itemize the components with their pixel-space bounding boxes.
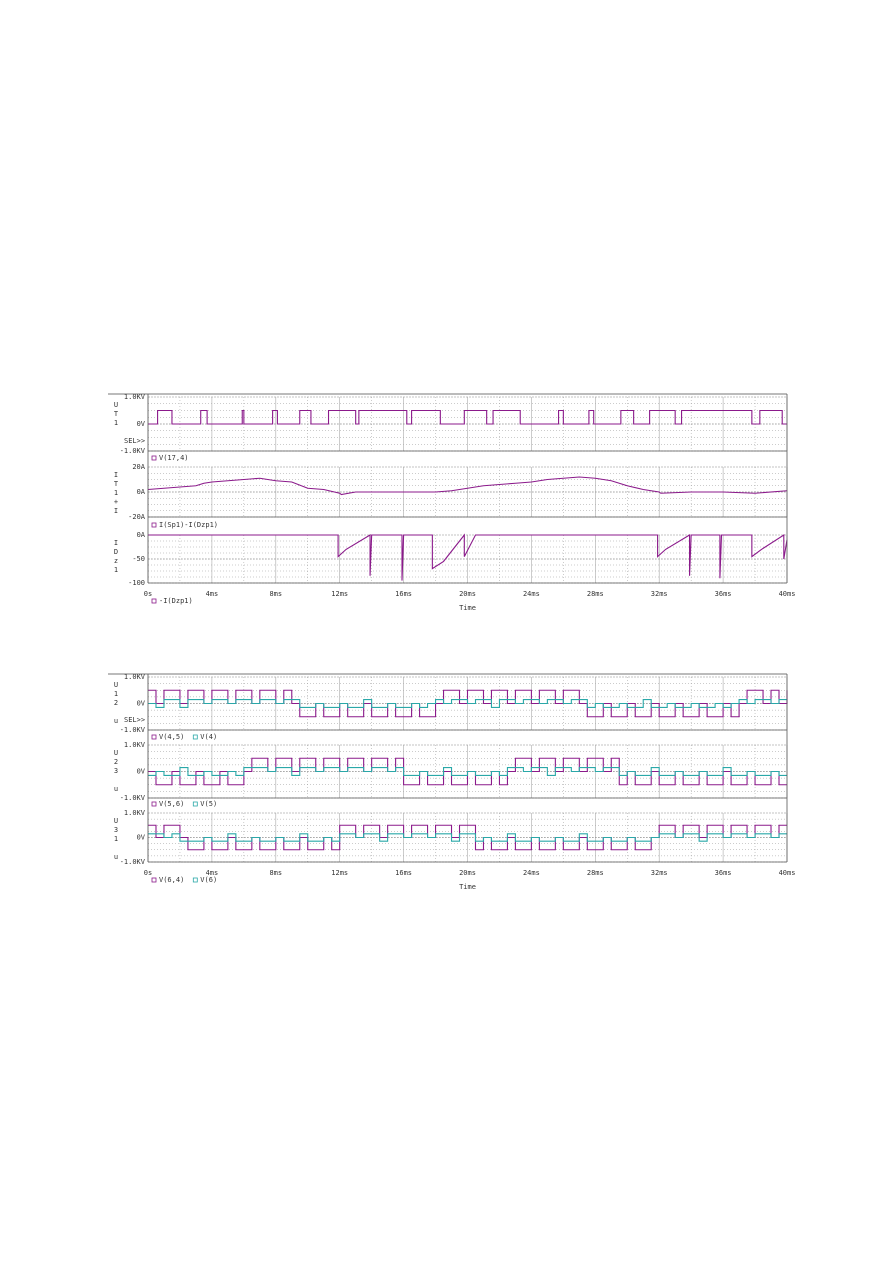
legend-marker [151, 455, 157, 461]
x-tick-label: 0s [144, 590, 152, 598]
y-tick-label: 0V [137, 420, 146, 428]
legend-label: V(5,6) [159, 800, 184, 808]
legend-label: I(Sp1)-I(Dzp1) [159, 521, 218, 529]
y-tick-label: -20A [128, 513, 146, 521]
y-tick-label: 0A [137, 488, 146, 496]
x-tick-label: 8ms [269, 590, 282, 598]
legend-label: V(4) [200, 733, 217, 741]
y-axis-label: U12 u [112, 681, 120, 726]
y-axis-label: IDz1 [112, 539, 120, 575]
y-tick-label: 0V [137, 768, 146, 776]
y-tick-label: -1.0KV [120, 447, 146, 455]
x-tick-label: 8ms [269, 869, 282, 877]
legend-label: V(4,5) [159, 733, 184, 741]
legend-label: -I(Dzp1) [159, 597, 193, 605]
x-tick-label: 28ms [587, 590, 604, 598]
y-tick-label: -1.0KV [120, 858, 146, 866]
x-tick-label: 20ms [459, 590, 476, 598]
series-line [148, 533, 788, 581]
series-line [148, 698, 787, 709]
x-tick-label: 32ms [651, 869, 668, 877]
x-tick-label: 20ms [459, 869, 476, 877]
y-tick-label: -1.0KV [120, 726, 146, 734]
x-axis-title: Time [459, 604, 476, 612]
legend-marker [192, 877, 198, 883]
y-tick-label: -100 [128, 579, 145, 587]
x-tick-label: 28ms [587, 869, 604, 877]
y-axis-label: IT1+I [112, 471, 120, 516]
y-axis-label: U23 u [112, 749, 120, 794]
legend-label: V(17,4) [159, 454, 189, 462]
y-axis-label: UT1 [112, 401, 120, 428]
legend-label: V(5) [200, 800, 217, 808]
x-tick-label: 24ms [523, 590, 540, 598]
sel-marker: SEL>> [124, 716, 145, 724]
x-tick-label: 40ms [779, 869, 796, 877]
y-tick-label: 1.0KV [124, 673, 146, 681]
y-tick-label: 1.0KV [124, 741, 146, 749]
legend-marker [151, 522, 157, 528]
x-tick-label: 24ms [523, 869, 540, 877]
x-tick-label: 16ms [395, 590, 412, 598]
legend-marker [151, 877, 157, 883]
y-axis-label: U31 u [112, 817, 120, 862]
series-line [148, 766, 787, 777]
x-tick-label: 40ms [779, 590, 796, 598]
x-tick-label: 12ms [331, 869, 348, 877]
x-tick-label: 36ms [715, 869, 732, 877]
x-tick-label: 16ms [395, 869, 412, 877]
y-tick-label: -1.0KV [120, 794, 146, 802]
sel-marker: SEL>> [124, 437, 145, 445]
x-tick-label: 4ms [206, 590, 219, 598]
series-line [147, 476, 788, 496]
y-tick-label: 0A [137, 531, 146, 539]
legend-marker [151, 598, 157, 604]
y-tick-label: 20A [132, 463, 145, 471]
x-tick-label: 12ms [331, 590, 348, 598]
series-line [148, 409, 787, 425]
x-tick-label: 4ms [206, 869, 219, 877]
x-tick-label: 0s [144, 869, 152, 877]
y-tick-label: 0V [137, 834, 146, 842]
x-axis-title: Time [459, 883, 476, 891]
x-tick-label: 32ms [651, 590, 668, 598]
x-tick-label: 36ms [715, 590, 732, 598]
legend-marker [151, 734, 157, 740]
y-tick-label: 1.0KV [124, 393, 146, 401]
legend-label: V(6,4) [159, 876, 184, 884]
series-line [148, 833, 787, 842]
legend-marker [151, 801, 157, 807]
y-tick-label: 1.0KV [124, 809, 146, 817]
y-tick-label: -50 [132, 555, 145, 563]
legend-label: V(6) [200, 876, 217, 884]
y-tick-label: 0V [137, 700, 146, 708]
legend-marker [192, 801, 198, 807]
legend-marker [192, 734, 198, 740]
